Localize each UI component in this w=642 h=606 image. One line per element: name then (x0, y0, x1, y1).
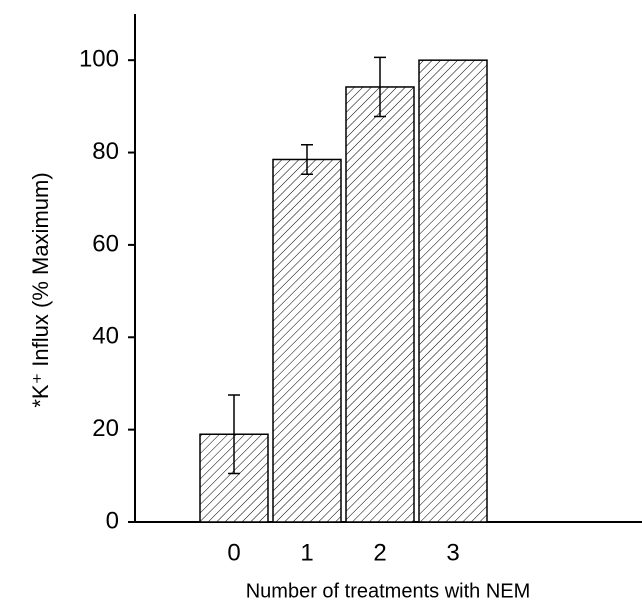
error-bar (301, 143, 313, 176)
x-axis-label: Number of treatments with NEM (246, 580, 531, 602)
bar (345, 86, 415, 523)
y-tick-label: 0 (106, 507, 119, 534)
error-bar (228, 394, 240, 475)
error-bar (374, 56, 386, 118)
y-tick-label: 60 (92, 230, 119, 257)
y-tick-label: 100 (79, 46, 119, 73)
x-tick-label: 1 (300, 539, 313, 566)
x-tick-label: 0 (227, 539, 240, 566)
y-tick-label: 20 (92, 415, 119, 442)
y-tick-label: 80 (92, 138, 119, 165)
bar (272, 158, 342, 523)
bar (418, 59, 488, 523)
x-tick-label: 2 (373, 539, 386, 566)
y-tick-label: 40 (92, 323, 119, 350)
y-axis-label: *K⁺ Influx (% Maximum) (28, 172, 53, 407)
x-tick-label: 3 (446, 539, 459, 566)
